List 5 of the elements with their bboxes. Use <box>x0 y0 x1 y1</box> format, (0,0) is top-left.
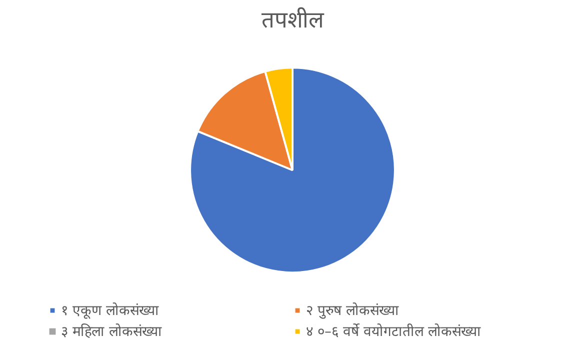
legend-label: २ पुरुष लोकसंख्या <box>306 302 400 319</box>
legend-label: १ एकूण लोकसंख्या <box>61 302 160 319</box>
legend-label: ३ महिला लोकसंख्या <box>61 322 163 340</box>
legend-label: ४ ०–६ वर्षे वयोगटातील लोकसंख्या <box>306 322 482 340</box>
chart-title: तपशील <box>262 6 324 34</box>
